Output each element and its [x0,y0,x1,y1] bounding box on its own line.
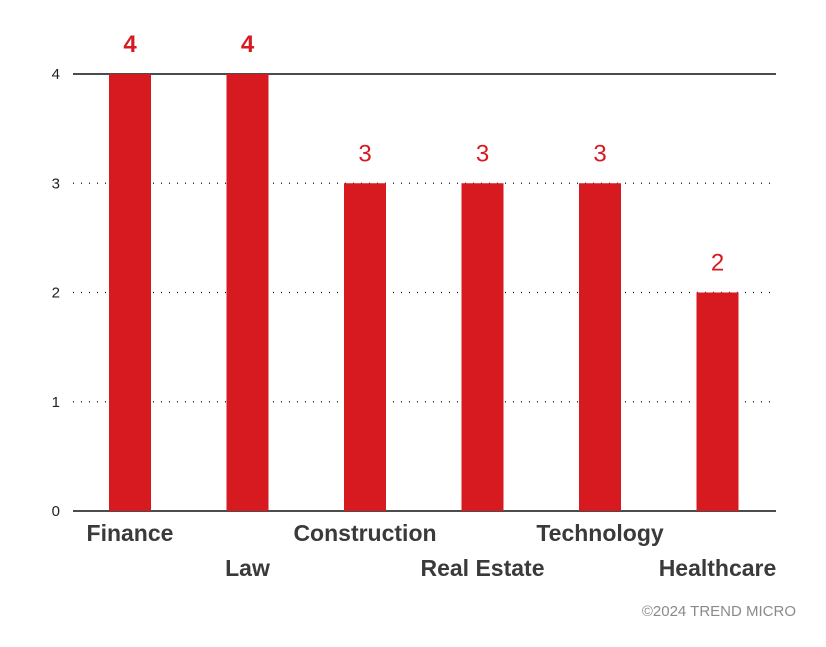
bar-real-estate [461,183,504,511]
value-label: 2 [711,250,724,277]
bar-construction [344,183,386,511]
y-tick-label: 4 [52,66,60,83]
gridlines [73,73,776,512]
y-tick-label: 3 [52,175,60,192]
bar-healthcare [696,292,739,511]
value-label: 3 [358,140,371,167]
value-label: 3 [476,140,489,167]
category-label: Technology [536,520,664,546]
category-label: Healthcare [659,555,777,581]
category-labels: Finance Law Construction Real Estate Technol… [87,520,777,581]
category-label: Finance [87,520,174,546]
value-labels: 4 4 3 3 3 2 [123,31,724,277]
y-axis-ticks: 0 1 2 3 4 [52,66,60,520]
value-label: 4 [123,31,137,58]
bar-law [226,74,269,511]
bars [109,74,739,511]
bar-technology [579,183,621,511]
value-label: 3 [593,140,606,167]
y-tick-label: 2 [52,285,60,302]
value-label: 4 [241,31,255,58]
bar-finance [109,74,151,511]
category-label: Construction [293,520,436,546]
category-label: Law [225,555,270,581]
y-tick-label: 1 [52,394,60,411]
copyright-credit: ©2024 TREND MICRO [642,603,796,620]
y-tick-label: 0 [52,503,60,520]
category-label: Real Estate [420,555,544,581]
